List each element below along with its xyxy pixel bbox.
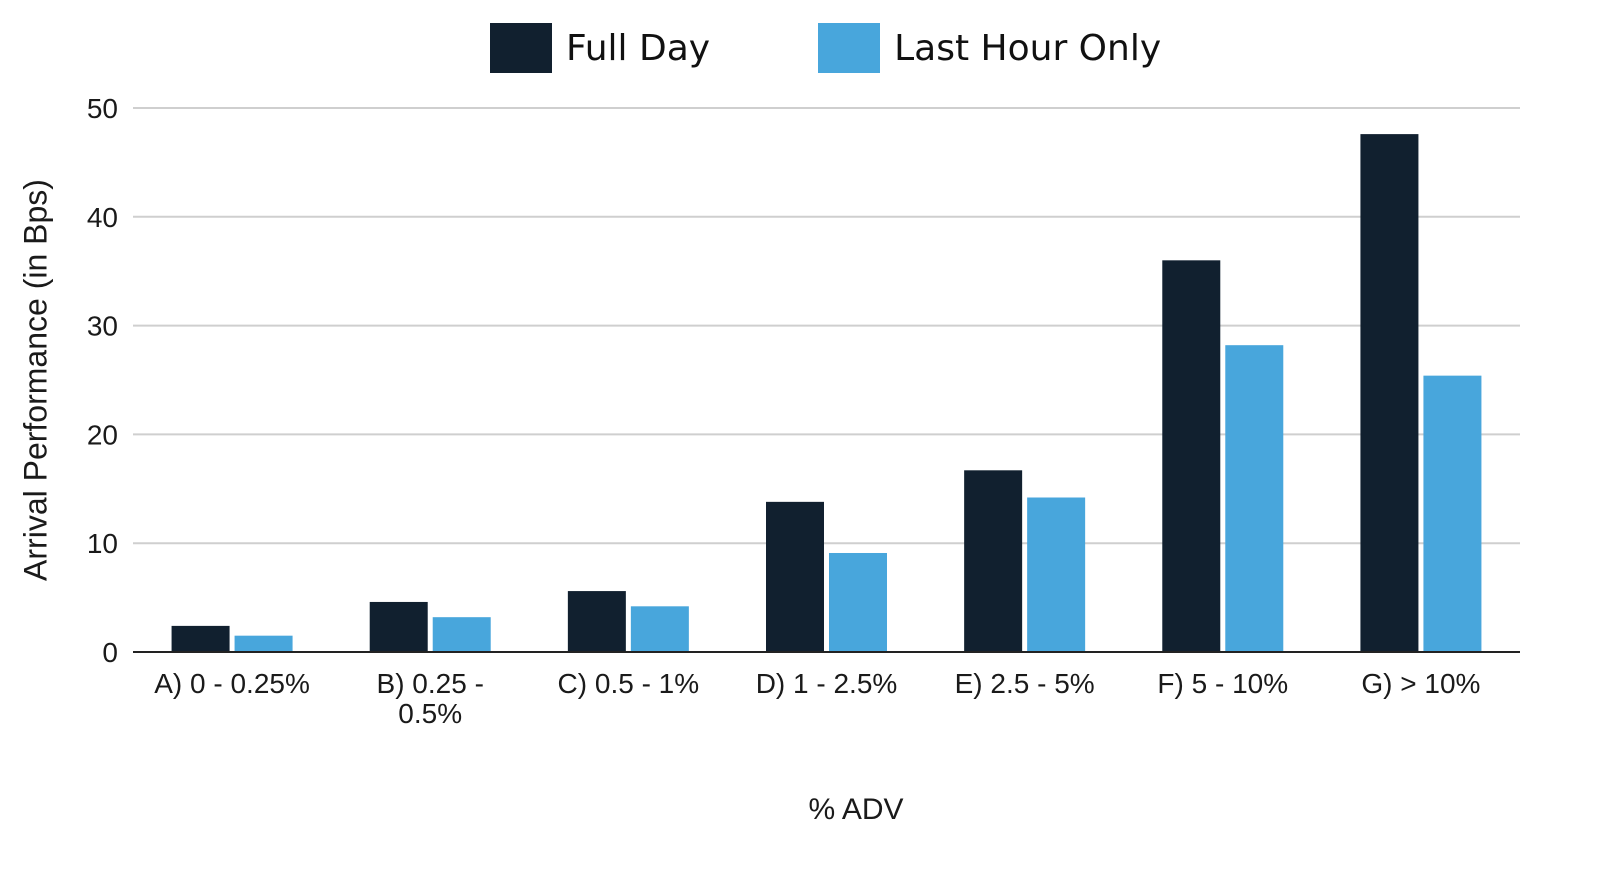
bar-full-day	[1162, 260, 1221, 652]
y-tick-label: 20	[87, 419, 118, 450]
x-tick-label: D) 1 - 2.5%	[756, 668, 898, 699]
bar-last-hour-only	[1225, 345, 1284, 652]
bar-last-hour-only	[630, 606, 689, 652]
bar-last-hour-only	[1027, 497, 1086, 652]
y-tick-label: 10	[87, 528, 118, 559]
x-tick-label: A) 0 - 0.25%	[154, 668, 310, 699]
bar-last-hour-only	[1423, 375, 1482, 652]
legend-label-last-hour-only: Last Hour Only	[894, 27, 1162, 69]
bar-last-hour-only	[432, 617, 491, 652]
legend-swatch-last-hour-only	[818, 23, 881, 73]
x-axis-title: % ADV	[808, 793, 904, 826]
bar-full-day	[567, 591, 626, 652]
y-tick-label: 40	[87, 202, 118, 233]
legend-label-full-day: Full Day	[566, 27, 711, 69]
bar-full-day	[964, 470, 1023, 652]
bar-full-day	[766, 501, 824, 652]
x-tick-label: C) 0.5 - 1%	[558, 668, 700, 699]
x-tick-label: B) 0.25 -	[377, 668, 484, 699]
y-tick-label: 50	[87, 93, 118, 124]
y-tick-label: 0	[102, 637, 118, 668]
legend-item-last-hour-only: Last Hour Only	[818, 23, 1161, 73]
legend-swatch-full-day	[490, 23, 552, 73]
x-tick-label: E) 2.5 - 5%	[955, 668, 1095, 699]
legend-item-full-day: Full Day	[490, 23, 710, 73]
x-tick-label: 0.5%	[398, 698, 462, 729]
x-tick-label: F) 5 - 10%	[1157, 668, 1288, 699]
y-tick-label: 30	[87, 311, 118, 342]
bar-last-hour-only	[234, 635, 293, 652]
bar-full-day	[1360, 134, 1419, 652]
bar-full-day	[369, 601, 428, 652]
legend: Full Day Last Hour Only	[490, 22, 1269, 74]
bar-full-day	[171, 625, 230, 652]
y-axis-title: Arrival Performance (in Bps)	[17, 179, 54, 581]
bar-last-hour-only	[829, 552, 887, 652]
x-tick-label: G) > 10%	[1361, 668, 1480, 699]
